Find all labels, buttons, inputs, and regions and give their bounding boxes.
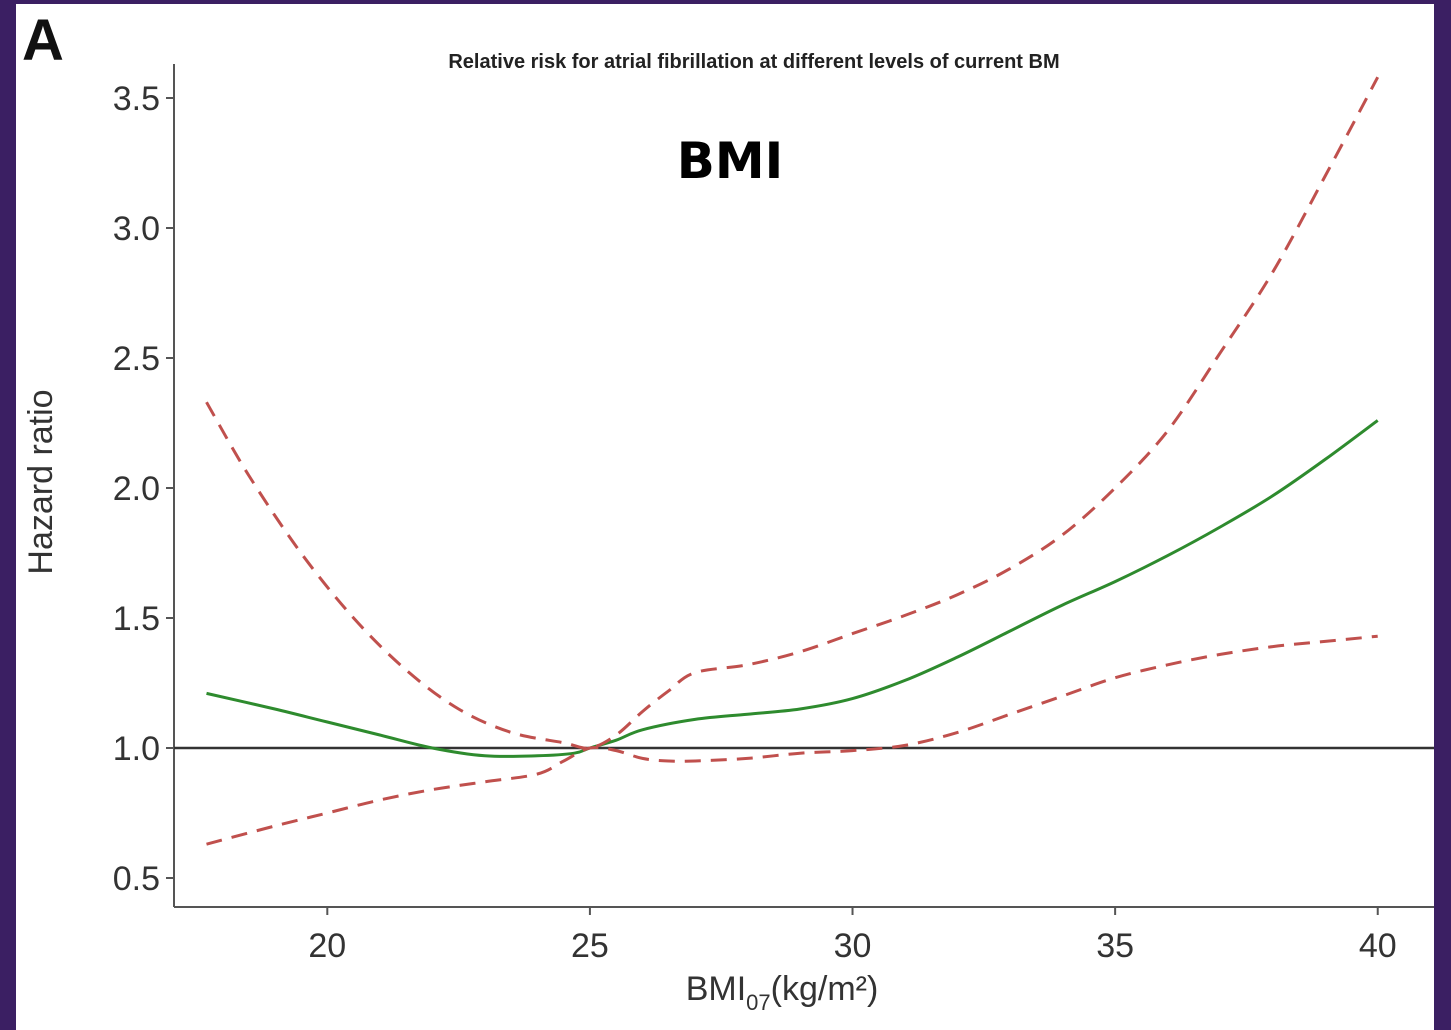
chart-title: Relative risk for atrial fibrillation at… <box>448 51 1059 73</box>
x-tick-label: 35 <box>1096 927 1134 965</box>
x-axis-title-unit: (kg/m²) <box>771 970 879 1008</box>
series-lines <box>205 76 1380 846</box>
axes: 0.5 1.0 1.5 2.0 2.5 3.0 3.5 20 25 30 35 40 <box>113 64 1434 965</box>
y-tick-label: 2.0 <box>113 470 160 508</box>
x-tick-label: 40 <box>1359 927 1397 965</box>
chart-panel: A Relative risk for atrial fibrillation … <box>16 4 1434 1030</box>
y-tick-label: 3.5 <box>113 80 160 118</box>
hazard-ratio-chart: A Relative risk for atrial fibrillation … <box>22 8 1434 1015</box>
y-tick-label: 1.5 <box>113 600 160 638</box>
y-tick-label: 1.0 <box>113 730 160 768</box>
x-axis-title: BMI07(kg/m²) <box>686 970 879 1015</box>
x-axis-title-main: BMI <box>686 970 746 1008</box>
lower-ci-line <box>206 634 1378 846</box>
panel-label: A <box>22 8 64 73</box>
x-tick-label: 25 <box>571 927 609 965</box>
x-axis-title-subscript: 07 <box>746 990 770 1015</box>
y-axis-title: Hazard ratio <box>22 389 60 574</box>
x-tick-label: 30 <box>834 927 872 965</box>
x-tick-label: 20 <box>308 927 346 965</box>
y-tick-label: 3.0 <box>113 210 160 248</box>
estimate-line <box>206 419 1379 758</box>
upper-ci-line <box>205 76 1380 750</box>
y-tick-label: 0.5 <box>113 860 160 898</box>
y-tick-label: 2.5 <box>113 340 160 378</box>
bmi-overlay-label: BMI <box>677 132 783 190</box>
